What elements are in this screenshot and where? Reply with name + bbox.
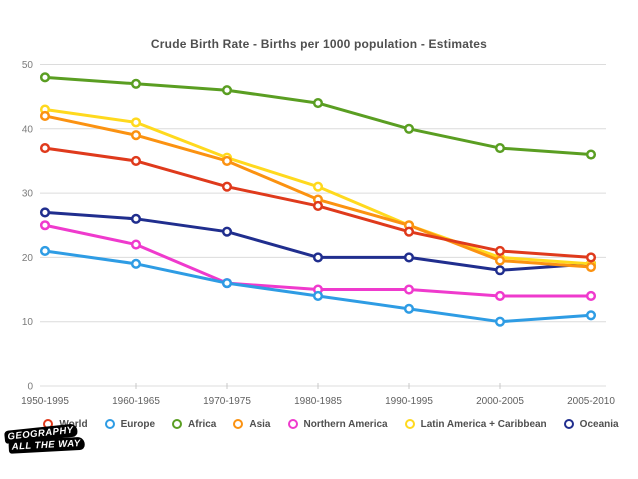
data-point-africa xyxy=(585,149,597,160)
data-point-asia xyxy=(494,255,506,266)
series-europe xyxy=(39,245,597,327)
y-gridlines xyxy=(40,64,606,387)
data-point-northern-america xyxy=(39,220,51,231)
series-world xyxy=(39,143,597,263)
data-point-africa xyxy=(403,123,415,134)
data-point-world xyxy=(312,200,324,212)
series-asia xyxy=(39,110,597,273)
data-point-northern-america xyxy=(585,290,597,302)
y-axis-label: 0 xyxy=(27,382,33,393)
data-point-oceania xyxy=(403,252,415,263)
legend: WorldEuropeAfricaAsiaNorthern AmericaLat… xyxy=(12,415,638,433)
data-point-oceania xyxy=(130,213,142,224)
data-point-world xyxy=(585,252,597,263)
y-axis-label: 40 xyxy=(22,124,34,135)
legend-item-europe: Europe xyxy=(104,418,156,430)
data-point-africa xyxy=(312,98,324,109)
data-point-northern-america xyxy=(403,284,415,295)
legend-label: Latin America + Caribbean xyxy=(420,418,547,430)
x-axis-label: 1990-1995 xyxy=(385,396,433,407)
data-point-latin-america-caribbean xyxy=(312,181,324,192)
legend-marker-icon xyxy=(563,419,574,429)
data-point-oceania xyxy=(39,207,51,218)
legend-marker-icon xyxy=(104,419,115,429)
data-point-oceania xyxy=(494,265,506,276)
data-point-world xyxy=(403,226,415,237)
y-axis-label: 50 xyxy=(22,60,34,71)
x-axis-label: 2005-2010 xyxy=(567,396,615,407)
data-point-asia xyxy=(585,261,597,273)
legend-item-oceania: Oceania xyxy=(563,418,619,430)
data-point-oceania xyxy=(221,226,233,237)
data-point-europe xyxy=(585,310,597,321)
x-axis-label: 1950-1995 xyxy=(21,396,69,407)
legend-label: Oceania xyxy=(579,418,619,430)
chart-title: Crude Birth Rate - Births per 1000 popul… xyxy=(150,37,488,51)
legend-marker-icon xyxy=(287,419,298,429)
data-point-africa xyxy=(39,72,51,83)
legend-marker-icon xyxy=(233,419,244,429)
legend-label: Northern America xyxy=(303,418,388,430)
legend-label: Africa xyxy=(188,418,217,430)
y-axis-label: 10 xyxy=(22,317,34,328)
data-point-northern-america xyxy=(494,290,506,302)
data-point-europe xyxy=(494,316,506,327)
data-point-africa xyxy=(130,78,142,89)
data-point-europe xyxy=(403,303,415,314)
legend-marker-icon xyxy=(172,419,183,429)
data-point-latin-america-caribbean xyxy=(130,117,142,128)
series-line-africa xyxy=(43,75,593,157)
data-point-world xyxy=(39,143,51,154)
x-axis-label: 2000-2005 xyxy=(476,396,524,407)
x-axis-label: 1970-1975 xyxy=(203,396,251,407)
data-point-africa xyxy=(221,85,233,96)
data-point-world xyxy=(221,181,233,192)
data-point-africa xyxy=(494,143,506,154)
legend-item-asia: Asia xyxy=(233,418,271,430)
series-oceania xyxy=(39,207,597,276)
y-axis-label: 20 xyxy=(22,253,34,264)
x-axis-label: 1960-1965 xyxy=(112,396,160,407)
legend-label: Europe xyxy=(120,418,156,430)
y-axis-label: 30 xyxy=(22,189,34,200)
line-chart: 0 10 20 30 40 50 1950-1995 1960-1965 1970-1975 19… xyxy=(21,60,615,407)
data-point-asia xyxy=(39,110,51,121)
x-axis-ticks xyxy=(135,383,501,389)
series-africa xyxy=(39,72,597,160)
legend-item-africa: Africa xyxy=(172,419,216,430)
legend-label: Asia xyxy=(249,418,271,430)
data-point-asia xyxy=(221,155,233,166)
data-point-asia xyxy=(130,130,142,141)
legend-item-latin-america-caribbean: Latin America + Caribbean xyxy=(404,418,547,430)
data-point-europe xyxy=(312,290,324,302)
data-point-europe xyxy=(221,278,233,289)
data-point-oceania xyxy=(312,252,324,263)
data-point-europe xyxy=(39,245,51,257)
data-point-world xyxy=(494,245,506,257)
data-point-northern-america xyxy=(130,239,142,250)
data-point-europe xyxy=(130,258,142,269)
data-point-world xyxy=(130,155,142,166)
legend-marker-icon xyxy=(404,419,415,429)
legend-item-northern-america: Northern America xyxy=(287,418,388,430)
x-axis-label: 1980-1985 xyxy=(294,396,342,407)
